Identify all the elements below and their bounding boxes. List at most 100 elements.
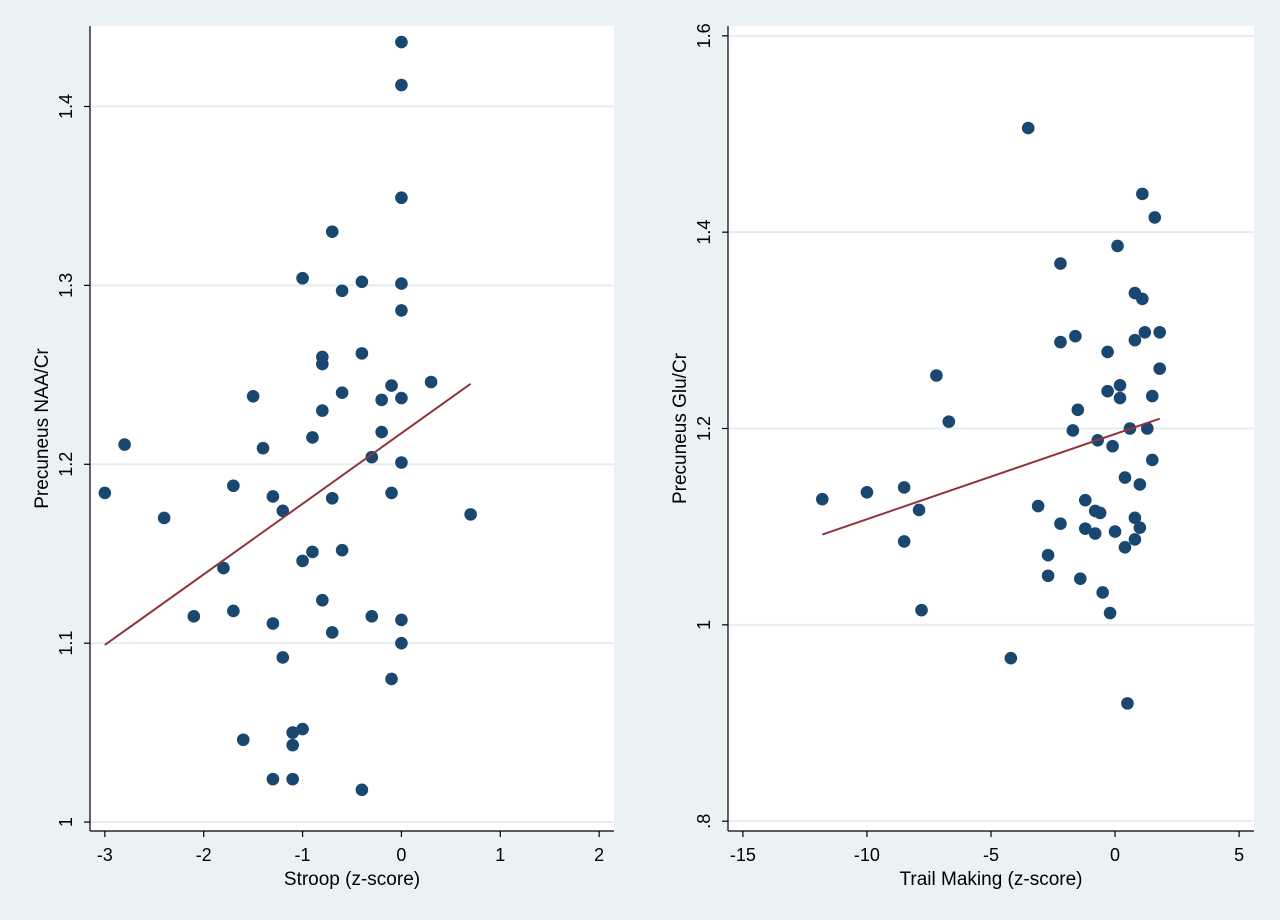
data-point	[1136, 187, 1149, 201]
data-point	[1031, 499, 1045, 513]
data-point	[1153, 362, 1167, 375]
data-point	[227, 479, 240, 493]
data-point	[1113, 379, 1127, 392]
data-point	[335, 386, 349, 400]
data-point	[276, 504, 290, 518]
y-tick-label: 1.4	[694, 220, 714, 245]
data-point	[860, 486, 874, 499]
data-point	[395, 456, 408, 469]
data-point	[942, 415, 956, 428]
x-tick-label: -15	[730, 845, 756, 865]
data-point	[355, 275, 369, 289]
y-tick-label: 1.2	[694, 416, 714, 441]
data-point	[395, 636, 408, 650]
data-point	[1148, 211, 1162, 224]
data-point	[98, 486, 112, 500]
y-tick-label: 1.3	[56, 273, 76, 298]
data-point	[1118, 471, 1132, 484]
y-tick-label: .8	[694, 814, 714, 829]
data-point	[365, 450, 379, 464]
data-point	[395, 391, 408, 405]
data-point	[316, 404, 329, 417]
data-point	[395, 304, 408, 317]
fit-line	[104, 382, 472, 646]
y-tick-label: 1.6	[694, 23, 714, 48]
data-point	[296, 271, 309, 285]
data-point	[1138, 325, 1152, 339]
left-scatter-panel: 1 1.1 1.2 1.3 1.4 -3 -2 -1 0 1 2 Stroop (z-score) Pr…	[32, 26, 614, 890]
x-axis-title: Stroop (z-score)	[284, 869, 420, 890]
data-point	[266, 772, 280, 786]
data-point	[1101, 345, 1114, 359]
data-point	[375, 393, 388, 407]
y-tick-label: 1	[56, 817, 76, 827]
data-point	[1021, 121, 1035, 135]
data-point	[276, 651, 290, 664]
plot-area	[90, 26, 614, 831]
data-point	[1054, 335, 1067, 349]
x-tick-label: -1	[295, 845, 311, 865]
data-point	[1106, 439, 1119, 453]
x-tick-label: -10	[854, 845, 880, 865]
x-tick-label: -5	[983, 845, 999, 865]
y-tick-label: 1.1	[56, 631, 76, 656]
data-point	[316, 357, 329, 371]
right-scatter-panel: .8 1 1.2 1.4 1.6 -15 -10 -5 0 5 Trail Making (z-sc…	[670, 23, 1254, 890]
data-point	[1078, 522, 1092, 535]
data-point	[306, 431, 319, 444]
data-point	[266, 490, 280, 503]
data-point	[424, 375, 438, 389]
data-point	[1054, 257, 1067, 270]
data-point	[1111, 239, 1124, 253]
y-tick-label: 1.2	[56, 452, 76, 477]
x-tick-label: 0	[1110, 845, 1120, 865]
x-tick-label: 2	[594, 845, 604, 865]
data-point	[1101, 384, 1114, 398]
data-point	[385, 672, 398, 686]
data-point	[897, 481, 911, 494]
data-point	[157, 511, 171, 525]
data-point	[325, 491, 339, 505]
data-point	[1153, 325, 1167, 339]
data-point	[316, 593, 329, 607]
data-point	[217, 561, 230, 575]
data-point	[355, 347, 369, 360]
x-tick-label: -3	[97, 845, 113, 865]
data-point	[1103, 606, 1117, 620]
y-axis-title: Precuneus NAA/Cr	[32, 348, 53, 509]
data-point	[1141, 422, 1154, 435]
data-point	[464, 508, 477, 521]
data-point	[395, 613, 408, 627]
data-point	[325, 626, 339, 639]
data-point	[1133, 478, 1147, 491]
y-axis-title: Precuneus Glu/Cr	[670, 352, 691, 504]
data-point	[227, 604, 240, 618]
data-point	[395, 35, 408, 49]
data-point	[1118, 540, 1132, 554]
data-point	[296, 722, 309, 736]
data-point	[395, 78, 408, 92]
data-point	[1078, 493, 1092, 507]
data-point	[1133, 521, 1147, 534]
data-point	[1054, 517, 1067, 531]
data-point	[385, 379, 398, 392]
data-point	[1093, 506, 1107, 520]
data-point	[1121, 697, 1134, 710]
data-point	[118, 438, 131, 451]
data-point	[335, 284, 349, 298]
data-point	[325, 225, 339, 239]
x-axis-title: Trail Making (z-score)	[900, 869, 1083, 890]
data-point	[1041, 569, 1055, 583]
data-point	[1088, 527, 1102, 540]
data-point	[286, 738, 299, 752]
x-tick-label: 5	[1234, 845, 1244, 865]
data-point	[1145, 389, 1159, 403]
data-point	[286, 726, 299, 739]
data-point	[1071, 403, 1085, 417]
data-point	[355, 783, 369, 797]
data-point	[1041, 548, 1055, 562]
data-point	[1066, 424, 1080, 437]
data-point	[1096, 586, 1109, 599]
data-point	[1074, 572, 1087, 586]
